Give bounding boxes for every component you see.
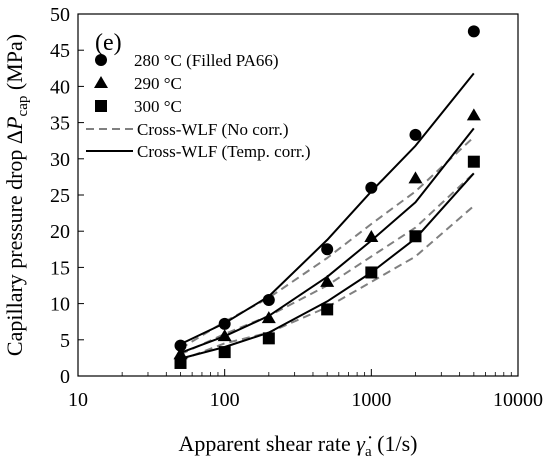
x-tick-label: 10 (68, 389, 88, 411)
y-axis-title: Capillary pressure drop ΔPcap (MPa) (2, 34, 31, 356)
y-tick-label: 35 (50, 113, 70, 135)
legend-label: 300 °C (134, 97, 182, 116)
legend-label: 280 °C (Filled PA66) (134, 51, 279, 70)
x-tick-label: 1000 (351, 389, 391, 411)
legend-label: Cross-WLF (Temp. corr.) (137, 142, 311, 161)
data-point-series-2 (467, 155, 480, 168)
x-tick-label: 10000 (493, 389, 543, 411)
legend-marker-triangle (94, 76, 108, 88)
y-tick-label: 10 (50, 294, 70, 316)
y-tick-label: 25 (50, 185, 70, 207)
fit-no-corr-curve-0 (179, 136, 475, 350)
data-point-series-2 (321, 303, 334, 316)
data-point-series-1 (261, 311, 276, 324)
data-point-series-1 (364, 229, 379, 242)
axes: 0 5 10 15 20 25 30 35 40 45 50 10 100 1000 10000 Appare… (2, 4, 543, 460)
data-point-series-2 (218, 346, 231, 359)
data-point-series-1 (408, 171, 423, 184)
data-point-series-1 (466, 108, 481, 121)
panel-label: (e) (95, 30, 122, 56)
y-tick-label: 0 (60, 366, 70, 388)
legend-label: 290 °C (134, 74, 182, 93)
data-point-series-1 (173, 347, 188, 360)
data-point-series-1 (217, 329, 232, 342)
y-tick-label: 50 (50, 4, 70, 26)
y-tick-label: 45 (50, 40, 70, 62)
data-point-series-2 (174, 356, 187, 369)
y-tick-label: 15 (50, 257, 70, 279)
data-point-series-1 (320, 274, 335, 287)
data-point-series-2 (365, 266, 378, 279)
data-point-series-0 (218, 317, 231, 330)
x-axis-title: Apparent shear rate γ̇a (1/s) (179, 431, 418, 460)
x-tick-label: 100 (210, 389, 240, 411)
fit-lines (179, 72, 475, 362)
legend-label: Cross-WLF (No corr.) (137, 120, 289, 139)
data-point-series-0 (365, 181, 378, 194)
y-tick-label: 5 (60, 330, 70, 352)
data-points (173, 25, 481, 369)
y-tick-label: 20 (50, 221, 70, 243)
y-tick-label: 30 (50, 149, 70, 171)
data-point-series-2 (409, 230, 422, 243)
data-point-series-0 (409, 128, 422, 141)
legend: 280 °C (Filled PA66) 290 °C 300 °C Cross-WL… (86, 51, 311, 161)
data-point-series-0 (467, 25, 480, 38)
legend-marker-square (95, 100, 107, 112)
data-point-series-0 (262, 293, 275, 306)
y-tick-label: 40 (50, 76, 70, 98)
legend-marker-circle (95, 54, 107, 66)
data-point-series-2 (262, 332, 275, 345)
data-point-series-0 (321, 243, 334, 256)
data-point-series-0 (174, 339, 187, 352)
